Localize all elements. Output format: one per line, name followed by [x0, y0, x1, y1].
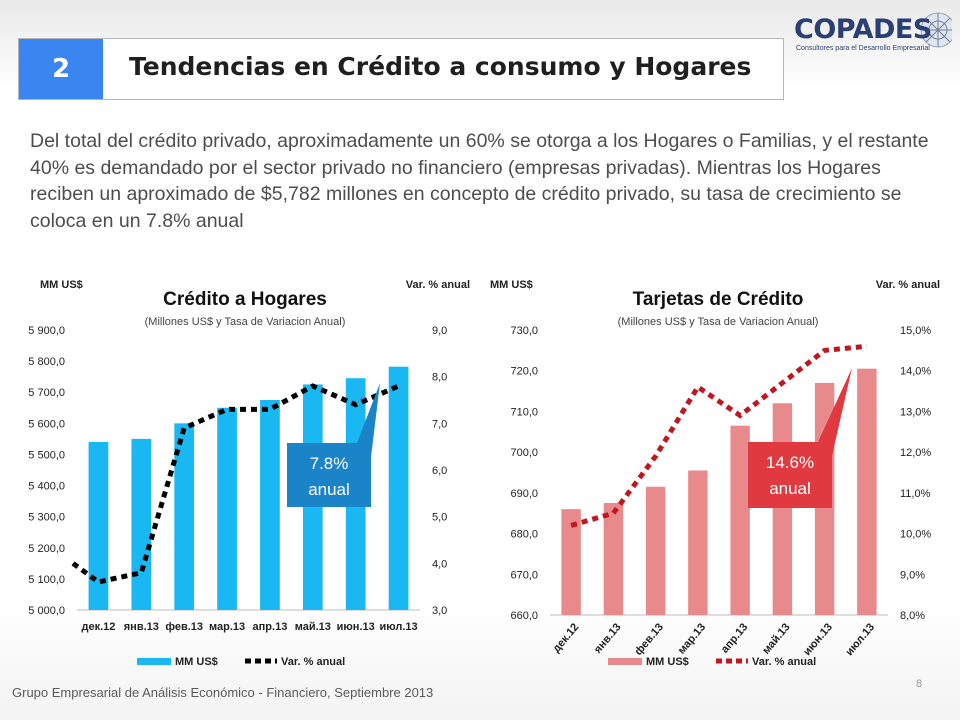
y-tick-label: 670,0 [510, 569, 538, 581]
bar [730, 425, 750, 615]
chart-credito-hogares: MM US$ Var. % anual Crédito a Hogares (Mill… [28, 279, 470, 668]
y-axis-left-label: MM US$ [40, 279, 83, 291]
callout-value: 7.8% [310, 454, 349, 473]
legend-bar-label: MM US$ [646, 656, 689, 668]
intro-paragraph: Del total del crédito privado, aproximad… [30, 130, 929, 232]
logo-name: COPADES [794, 14, 932, 45]
y2-tick-label: 8,0% [900, 610, 925, 622]
x-tick-label: июн.13 [801, 621, 835, 658]
x-tick-label: май.13 [760, 621, 792, 656]
title-bar: 2 Tendencias en Crédito a consumo y Hoga… [18, 38, 784, 100]
company-logo: COPADES Consultores para el Desarrollo E… [786, 8, 952, 58]
callout-box [748, 442, 832, 508]
y2-tick-label: 9,0% [900, 569, 925, 581]
callout-value: 14.6% [766, 453, 814, 472]
y-tick-label: 700,0 [510, 447, 538, 459]
callout-unit: anual [769, 479, 811, 498]
y2-tick-label: 3,0 [432, 605, 447, 617]
x-tick-label: фев.13 [165, 621, 203, 633]
legend-bar-swatch [137, 658, 171, 665]
page-title: Tendencias en Crédito a consumo y Hogare… [129, 52, 752, 81]
bar [131, 438, 152, 610]
line-series [570, 343, 868, 528]
y2-tick-label: 13,0% [900, 406, 931, 418]
chart-subtitle: (Millones US$ y Tasa de Variacion Anual) [618, 316, 819, 328]
line-series [71, 383, 400, 585]
y2-tick-label: 14,0% [900, 366, 931, 378]
y-tick-label: 5 000,0 [28, 605, 65, 617]
chart-tarjetas-credito: MM US$ Var. % anual Tarjetas de Crédito (Mi… [490, 279, 940, 668]
bar [688, 470, 708, 615]
legend-line-label: Var. % anual [281, 656, 345, 668]
x-tick-label: фев.13 [633, 621, 666, 658]
y2-tick-label: 9,0 [432, 325, 447, 337]
y-tick-label: 680,0 [510, 529, 538, 541]
legend-line-label: Var. % anual [752, 656, 816, 668]
y-tick-label: 720,0 [510, 366, 538, 378]
y-tick-label: 5 600,0 [28, 418, 65, 430]
y2-tick-label: 4,0 [432, 558, 447, 570]
bar [217, 407, 237, 610]
y-tick-label: 5 900,0 [28, 325, 65, 337]
callout-pointer [357, 383, 380, 457]
bar [174, 423, 195, 610]
y-axis-right-label: Var. % anual [876, 279, 940, 291]
y2-tick-label: 12,0% [900, 447, 931, 459]
logo-tagline: Consultores para el Desarrollo Empresari… [796, 45, 930, 52]
callout-box [287, 443, 371, 507]
section-number: 2 [19, 39, 103, 99]
x-tick-label: апр.13 [253, 621, 288, 633]
x-tick-label: мар.13 [676, 621, 708, 656]
y-tick-label: 5 700,0 [28, 387, 65, 399]
x-tick-label: янв.13 [124, 621, 159, 633]
y-tick-label: 5 800,0 [28, 356, 65, 368]
page-number: 8 [916, 678, 923, 690]
y-tick-label: 710,0 [510, 406, 538, 418]
legend-bar-swatch [608, 658, 642, 665]
x-tick-label: апр.13 [719, 621, 751, 655]
y2-tick-label: 7,0 [432, 418, 447, 430]
x-tick-label: мар.13 [209, 621, 245, 633]
y-axis-right-label: Var. % anual [406, 279, 470, 291]
y2-tick-label: 8,0 [432, 372, 447, 384]
y-axis-left-label: MM US$ [490, 279, 533, 291]
y-tick-label: 5 200,0 [28, 543, 65, 555]
bar [260, 400, 280, 610]
bar [603, 503, 624, 615]
y2-tick-label: 15,0% [900, 325, 931, 337]
y-tick-label: 5 400,0 [28, 481, 65, 493]
y-tick-label: 5 100,0 [28, 574, 65, 586]
chart-subtitle: (Millones US$ y Tasa de Variacion Anual) [145, 316, 346, 328]
chart-title: Tarjetas de Crédito [633, 289, 804, 310]
x-tick-label: июл.13 [379, 621, 417, 633]
x-tick-label: дек.12 [550, 621, 581, 655]
y2-tick-label: 5,0 [432, 512, 447, 524]
bar [561, 509, 581, 615]
callout-unit: anual [308, 480, 350, 499]
x-tick-label: янв.13 [592, 621, 624, 656]
y2-tick-label: 11,0% [900, 488, 931, 500]
callout-pointer [818, 368, 852, 456]
footer-text: Grupo Empresarial de Análisis Económico … [12, 685, 434, 700]
bar [645, 486, 666, 615]
chart-title: Crédito a Hogares [163, 289, 327, 310]
y-tick-label: 730,0 [510, 325, 538, 337]
y2-tick-label: 10,0% [900, 529, 931, 541]
y-tick-label: 5 500,0 [28, 449, 65, 461]
x-tick-label: май.13 [295, 621, 331, 633]
bar [388, 366, 409, 610]
legend-bar-label: MM US$ [175, 656, 218, 668]
x-tick-label: дек.12 [81, 621, 115, 633]
y-tick-label: 5 300,0 [28, 512, 65, 524]
y-tick-label: 660,0 [510, 610, 538, 622]
x-tick-label: июл.13 [843, 621, 877, 658]
bar [857, 368, 877, 615]
bar [88, 442, 109, 610]
x-tick-label: июн.13 [337, 621, 375, 633]
logo-globe-icon [920, 12, 952, 48]
y2-tick-label: 6,0 [432, 465, 447, 477]
y-tick-label: 690,0 [510, 488, 538, 500]
bar [772, 403, 793, 615]
